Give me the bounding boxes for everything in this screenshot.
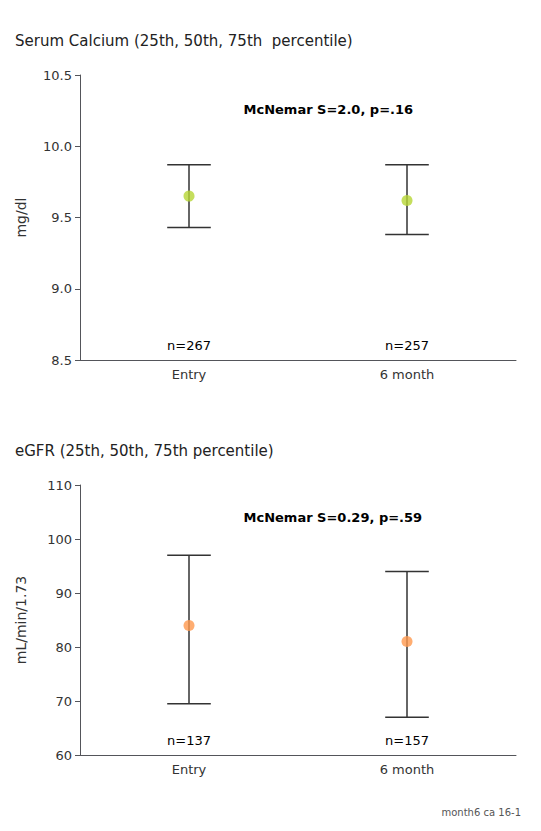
svg-text:8.5: 8.5 xyxy=(51,353,72,368)
svg-text:9.0: 9.0 xyxy=(51,281,72,296)
svg-text:60: 60 xyxy=(55,748,72,763)
svg-text:Entry: Entry xyxy=(172,762,207,777)
svg-text:6 month: 6 month xyxy=(380,367,435,382)
svg-text:McNemar S=2.0, p=.16: McNemar S=2.0, p=.16 xyxy=(244,102,414,117)
svg-text:mL/min/1.73: mL/min/1.73 xyxy=(13,576,29,664)
svg-text:mg/dl: mg/dl xyxy=(13,197,29,237)
svg-text:80: 80 xyxy=(55,640,72,655)
svg-text:90: 90 xyxy=(55,586,72,601)
svg-text:n=137: n=137 xyxy=(167,733,211,748)
svg-text:Serum Calcium (25th, 50th, 75t: Serum Calcium (25th, 50th, 75th percenti… xyxy=(15,32,353,50)
svg-text:9.5: 9.5 xyxy=(51,210,72,225)
svg-text:Entry: Entry xyxy=(172,367,207,382)
svg-text:n=257: n=257 xyxy=(385,338,429,353)
svg-text:10.5: 10.5 xyxy=(43,68,72,83)
svg-text:n=157: n=157 xyxy=(385,733,429,748)
svg-text:110: 110 xyxy=(47,478,72,493)
svg-text:McNemar S=0.29, p=.59: McNemar S=0.29, p=.59 xyxy=(244,510,423,525)
svg-text:10.0: 10.0 xyxy=(43,139,72,154)
svg-text:eGFR (25th, 50th, 75th percent: eGFR (25th, 50th, 75th percentile) xyxy=(15,442,274,460)
svg-text:n=267: n=267 xyxy=(167,338,211,353)
svg-text:6 month: 6 month xyxy=(380,762,435,777)
svg-text:100: 100 xyxy=(47,532,72,547)
svg-text:70: 70 xyxy=(55,694,72,709)
svg-text:month6 ca 16-1: month6 ca 16-1 xyxy=(442,807,522,818)
